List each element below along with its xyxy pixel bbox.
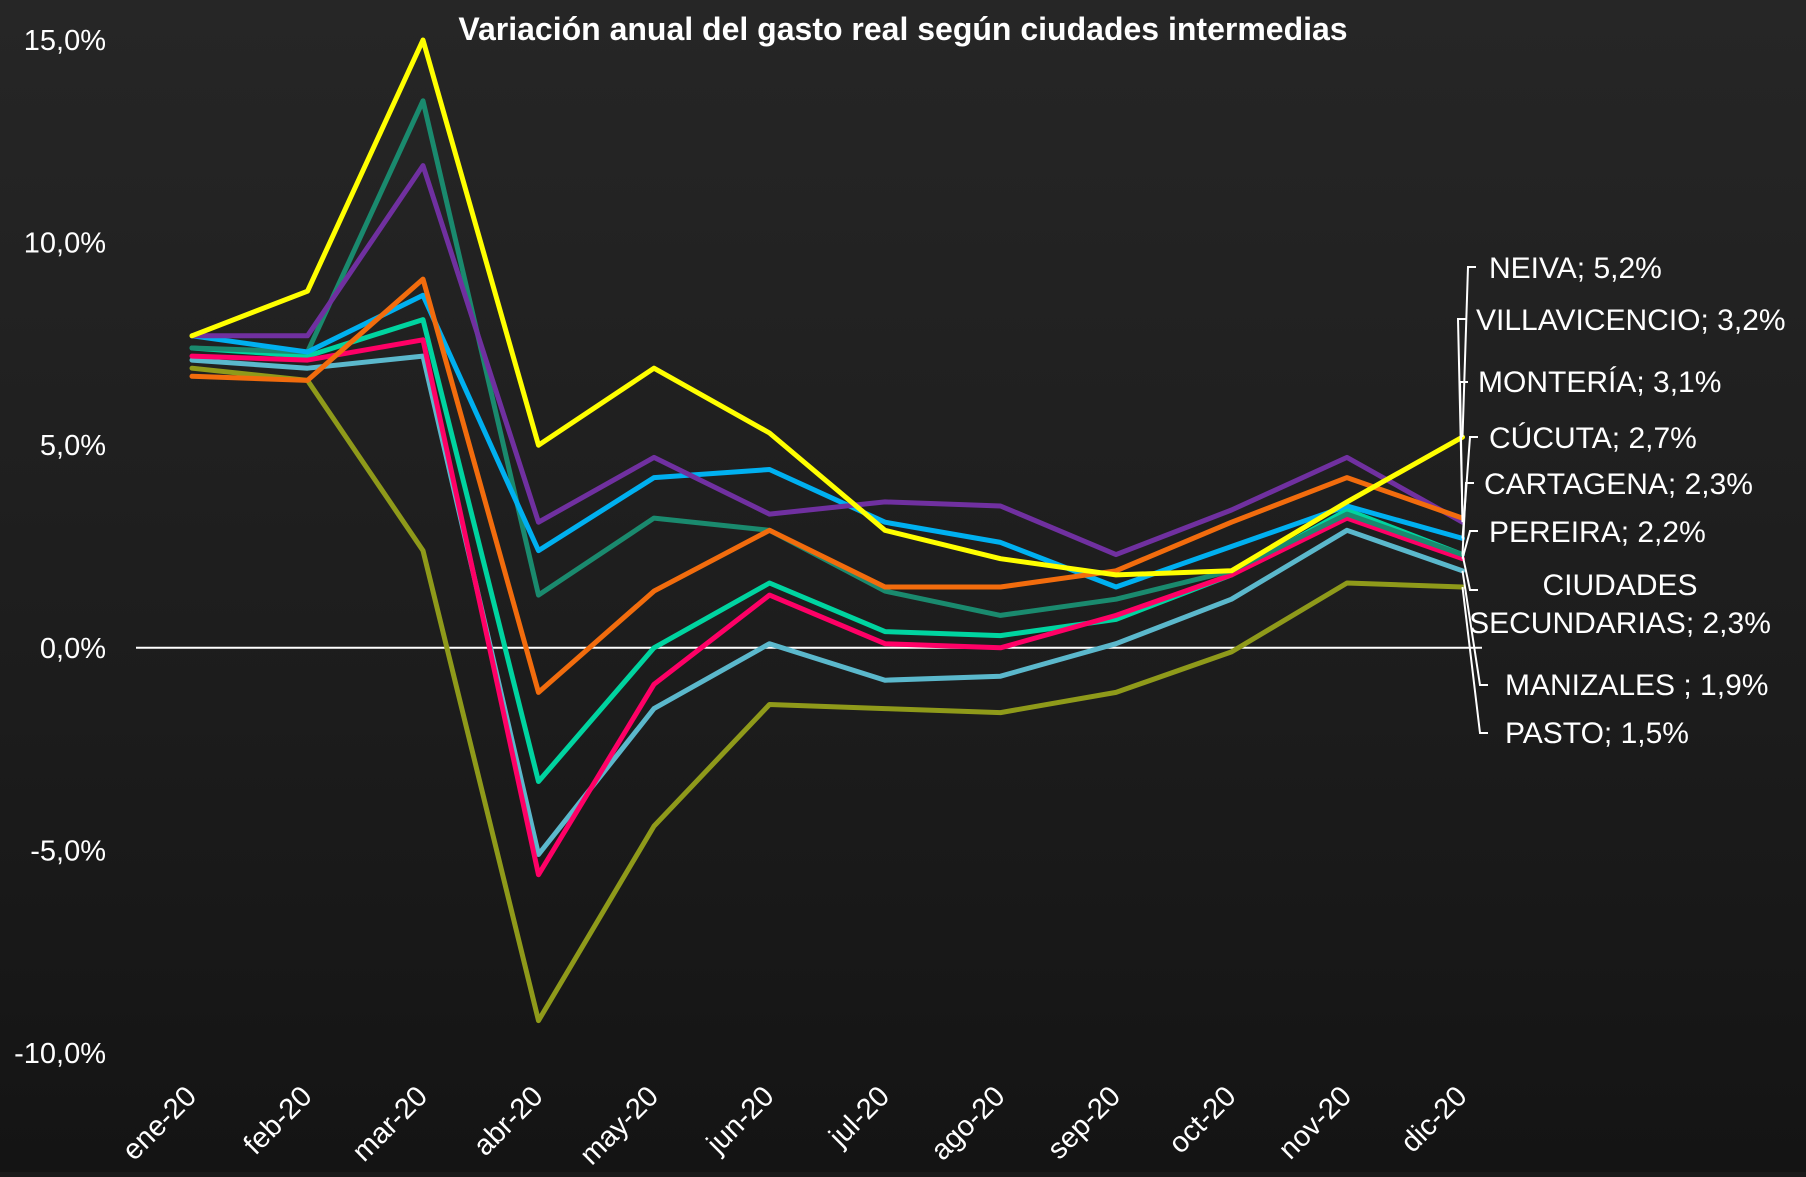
series-end-label: SECUNDARIAS; 2,3% (1469, 607, 1771, 640)
series-line-pereira (189, 337, 1465, 878)
label-leader (1461, 266, 1476, 438)
y-tick-label: 10,0% (24, 228, 106, 260)
series-line-cúcuta (189, 292, 1465, 590)
y-tick-label: 0,0% (40, 633, 106, 665)
series-line-montería (189, 163, 1465, 558)
y-tick-label: -10,0% (14, 1038, 106, 1070)
series-end-label: NEIVA; 5,2% (1489, 252, 1662, 285)
series-line-manizales (189, 353, 1465, 857)
series-end-label: CARTAGENA; 2,3% (1484, 468, 1753, 501)
label-leader (1461, 530, 1478, 559)
series-line-villavicencio (189, 276, 1465, 695)
series-end-label: CÚCUTA; 2,7% (1489, 422, 1697, 455)
series-end-label: CIUDADES (1542, 569, 1697, 602)
y-axis: -10,0% -5,0% 0,0% 5,0% 10,0% 15,0% (14, 25, 106, 1070)
label-leader (1461, 586, 1488, 734)
end-labels: NEIVA; 5,2% VILLAVICENCIO; 3,2% MONTERÍA; … (1456, 252, 1786, 750)
label-leader (1458, 381, 1468, 523)
series-end-label: PEREIRA; 2,2% (1489, 516, 1706, 549)
y-tick-label: 5,0% (40, 430, 106, 462)
series-end-label: PASTO; 1,5% (1505, 717, 1689, 750)
series-line-pasto (189, 365, 1465, 1024)
label-leader (1461, 482, 1474, 555)
series-end-label: VILLAVICENCIO; 3,2% (1476, 304, 1786, 337)
series-end-label: MONTERÍA; 3,1% (1478, 366, 1721, 399)
series-layer (189, 37, 1465, 1024)
y-tick-label: -5,0% (30, 835, 106, 867)
y-tick-label: 15,0% (24, 25, 106, 57)
series-end-label: MANIZALES ; 1,9% (1505, 669, 1768, 702)
label-leader (1461, 554, 1478, 591)
series-line-neiva (189, 37, 1465, 578)
label-leader (1461, 570, 1488, 686)
chart-title: Variación anual del gasto real según ciu… (458, 11, 1347, 47)
